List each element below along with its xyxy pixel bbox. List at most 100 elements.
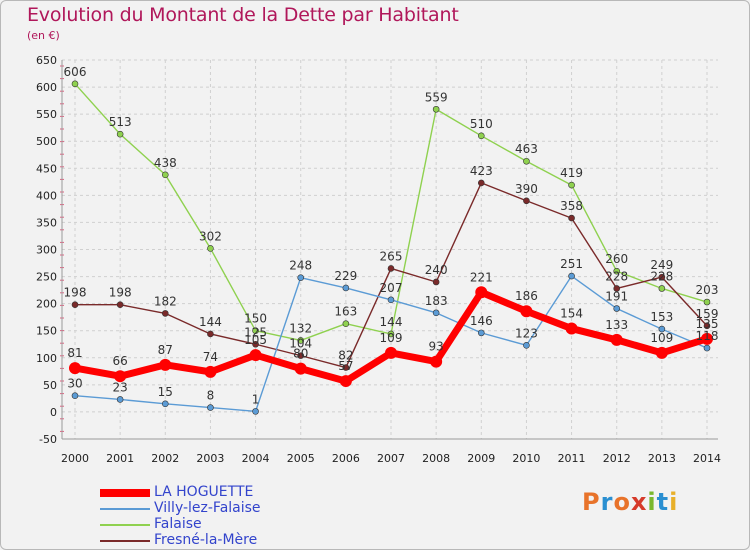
data-point: [610, 333, 623, 346]
data-label: 265: [380, 249, 403, 263]
y-tick-label: 50: [43, 379, 57, 392]
data-label: 248: [289, 259, 312, 273]
data-label: 93: [429, 340, 444, 354]
data-label: 105: [244, 333, 267, 347]
data-point: [613, 305, 621, 312]
line-chart: -50 0 50 100 150 200 250 300 350 400 450 500 550 600 6…: [36, 54, 721, 465]
data-point: [387, 296, 395, 304]
x-tick-label: 2005: [287, 452, 315, 465]
data-point: [703, 322, 711, 330]
legend-swatch: [100, 508, 150, 510]
y-tick-label: 400: [36, 189, 57, 202]
data-point: [387, 265, 395, 272]
data-point: [297, 337, 305, 344]
data-label: 132: [289, 321, 312, 335]
x-tick-label: 2004: [242, 452, 270, 465]
data-label: 228: [605, 269, 628, 283]
data-point: [701, 332, 713, 345]
data-point: [161, 400, 169, 408]
data-label: 182: [154, 294, 177, 308]
data-label: 109: [650, 331, 673, 345]
data-label: 606: [64, 65, 87, 79]
data-point: [252, 340, 259, 348]
data-point: [568, 272, 575, 280]
data-point: [252, 408, 259, 415]
data-point: [294, 362, 307, 375]
data-point: [297, 274, 305, 281]
data-label: 198: [109, 286, 132, 300]
x-tick-label: 2000: [61, 452, 89, 465]
data-point: [71, 80, 79, 88]
x-tick-label: 2009: [467, 452, 495, 465]
data-point: [565, 322, 578, 335]
data-point: [568, 214, 575, 222]
y-tick-label: 300: [36, 244, 57, 257]
data-label: 207: [380, 281, 403, 295]
data-label: 30: [67, 377, 82, 391]
data-label: 125: [244, 325, 267, 339]
data-point: [252, 327, 259, 335]
y-tick-label: 100: [36, 352, 57, 365]
data-label: 260: [605, 252, 628, 266]
data-label: 23: [113, 380, 128, 394]
x-tick-label: 2006: [332, 452, 360, 465]
data-point: [520, 305, 533, 318]
data-point: [204, 365, 217, 378]
data-label: 183: [425, 294, 448, 308]
data-point: [116, 130, 124, 138]
data-point: [523, 157, 530, 165]
data-point: [613, 267, 621, 275]
data-point: [339, 375, 352, 388]
data-label: 146: [470, 314, 493, 328]
chart-title: Evolution du Montant de la Dette par Hab…: [27, 4, 459, 26]
y-tick-label: 650: [36, 54, 57, 67]
logo-letter: t: [656, 488, 670, 516]
y-tick-label: 250: [36, 271, 57, 284]
y-tick-label: 600: [36, 81, 57, 94]
x-tick-label: 2014: [693, 452, 721, 465]
data-label: 81: [67, 346, 82, 360]
data-point: [69, 362, 81, 375]
data-label: 109: [380, 331, 403, 345]
data-point: [568, 181, 575, 189]
y-tick-label: 450: [36, 162, 57, 175]
data-point: [477, 179, 485, 187]
logo-letter: o: [613, 488, 631, 516]
data-label: 249: [650, 258, 673, 272]
data-point: [430, 355, 443, 368]
data-label: 135: [696, 317, 719, 331]
data-label: 133: [605, 318, 628, 332]
data-point: [207, 330, 214, 338]
x-tick-label: 2003: [196, 452, 224, 465]
y-tick-label: 150: [36, 325, 57, 338]
legend-swatch: [100, 540, 150, 542]
data-point: [71, 301, 79, 309]
logo-letter: i: [669, 488, 679, 516]
data-label: 559: [425, 90, 448, 104]
data-label: 1: [252, 392, 260, 406]
data-label: 240: [425, 263, 448, 277]
data-point: [161, 171, 169, 179]
data-label: 153: [650, 310, 673, 324]
data-point: [342, 364, 350, 371]
proxiti-logo: Proxiti: [582, 488, 678, 516]
data-point: [161, 310, 169, 317]
data-label: 358: [560, 199, 583, 213]
data-label: 66: [113, 354, 128, 368]
data-point: [475, 286, 488, 299]
data-label: 191: [605, 290, 628, 304]
data-point: [342, 320, 350, 327]
chart-unit: (en €): [27, 29, 60, 42]
data-point: [523, 342, 530, 349]
data-label: 159: [696, 307, 719, 321]
x-tick-label: 2007: [377, 452, 405, 465]
data-point: [523, 197, 530, 205]
data-point: [477, 329, 485, 337]
x-tick-label: 2013: [648, 452, 676, 465]
data-point: [432, 105, 440, 113]
data-label: 104: [289, 337, 312, 351]
x-tick-label: 2001: [106, 452, 134, 465]
data-label: 163: [334, 305, 357, 319]
data-label: 463: [515, 142, 538, 156]
x-tick-label: 2008: [422, 452, 450, 465]
